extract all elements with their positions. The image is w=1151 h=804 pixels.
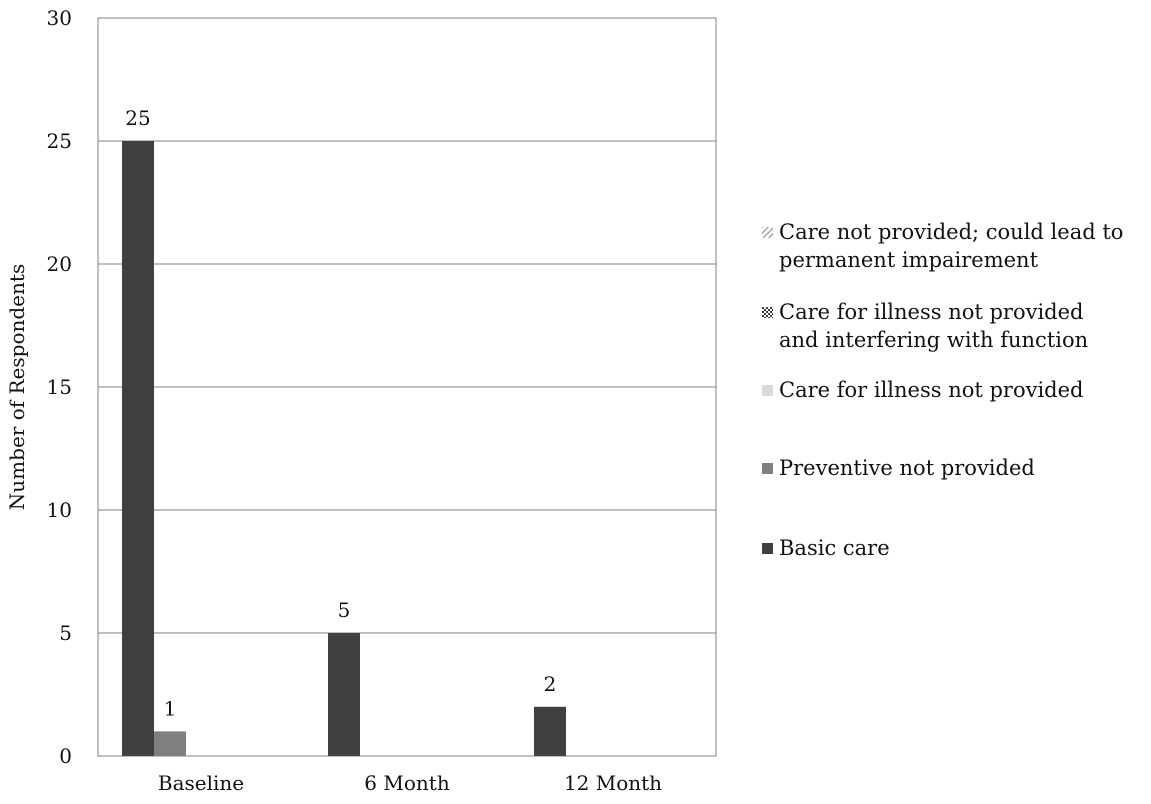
y-tick-label: 0 bbox=[59, 744, 72, 768]
legend-label: Care not provided; could lead to permane… bbox=[779, 220, 1124, 272]
data-label: 1 bbox=[164, 696, 177, 720]
legend-item-care-for-illness-not-provided: Care for illness not provided bbox=[762, 376, 1084, 404]
dark-gray-swatch-icon bbox=[762, 543, 773, 554]
legend-item-care-not-provided-permanent-impairment: Care not provided; could lead to permane… bbox=[762, 218, 1123, 274]
data-labels-group: 25 1 5 2 bbox=[125, 106, 556, 720]
x-tick-label: 6 Month bbox=[364, 771, 450, 795]
light-gray-swatch-icon bbox=[762, 385, 773, 396]
x-axis-ticks: Baseline 6 Month 12 Month bbox=[158, 771, 662, 795]
y-tick-label: 15 bbox=[47, 375, 72, 399]
y-axis-ticks: 0 5 10 15 20 25 30 bbox=[47, 6, 72, 768]
y-tick-label: 5 bbox=[59, 621, 72, 645]
legend-label: Basic care bbox=[779, 536, 890, 560]
diagonal-hatch-swatch-icon bbox=[762, 227, 773, 238]
bar bbox=[534, 706, 566, 756]
legend-label: Care for illness not provided and interf… bbox=[779, 300, 1089, 352]
y-tick-label: 25 bbox=[47, 129, 72, 153]
data-label: 25 bbox=[125, 106, 150, 130]
bar bbox=[328, 633, 360, 756]
legend-item-care-for-illness-interfering: Care for illness not provided and interf… bbox=[762, 298, 1088, 354]
bar bbox=[154, 731, 186, 756]
legend-label: Care for illness not provided bbox=[779, 378, 1084, 402]
data-label: 2 bbox=[544, 672, 557, 696]
legend-item-preventive-not-provided: Preventive not provided bbox=[762, 454, 1035, 482]
y-tick-label: 30 bbox=[47, 6, 72, 30]
legend-item-basic-care: Basic care bbox=[762, 534, 890, 562]
bars-group bbox=[122, 141, 566, 756]
data-label: 5 bbox=[338, 598, 351, 622]
legend-label: Preventive not provided bbox=[779, 456, 1035, 480]
checker-swatch-icon bbox=[762, 307, 773, 318]
y-tick-label: 20 bbox=[47, 252, 72, 276]
gridlines bbox=[98, 140, 716, 634]
plot-area-border bbox=[97, 17, 717, 757]
bar bbox=[122, 141, 154, 756]
x-tick-label: 12 Month bbox=[564, 771, 662, 795]
x-tick-label: Baseline bbox=[158, 771, 244, 795]
gray-swatch-icon bbox=[762, 463, 773, 474]
y-axis-title: Number of Respondents bbox=[5, 264, 29, 510]
y-tick-label: 10 bbox=[47, 498, 72, 522]
